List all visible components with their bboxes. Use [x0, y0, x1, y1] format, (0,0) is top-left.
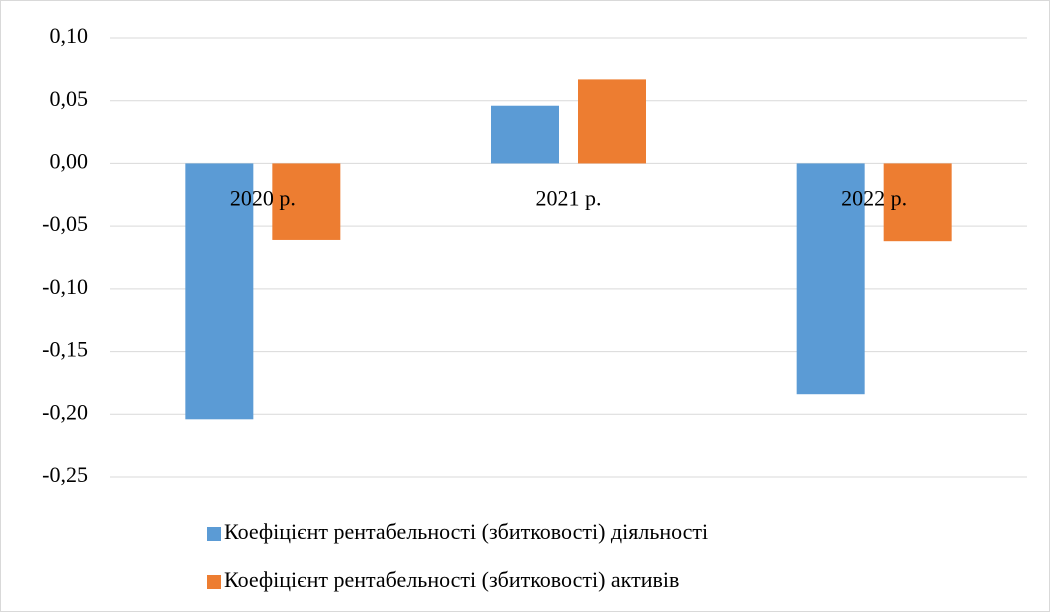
bar: [796, 163, 865, 395]
x-tick-label: 2020 р.: [230, 185, 296, 210]
legend-swatch: [207, 575, 221, 589]
bar: [272, 163, 341, 240]
bar: [578, 79, 646, 164]
y-tick-label: 0,00: [50, 148, 89, 173]
legend-label: Коефіцієнт рентабельності (збитковості) …: [224, 567, 679, 592]
y-tick-label: -0,10: [42, 274, 88, 299]
y-tick-label: -0,20: [42, 399, 88, 424]
y-tick-label: -0,15: [42, 337, 88, 362]
bar: [883, 163, 952, 242]
y-tick-label: -0,05: [42, 211, 88, 236]
y-tick-label: 0,05: [50, 86, 89, 111]
legend-label: Коефіцієнт рентабельності (збитковості) …: [224, 519, 708, 544]
y-tick-label: -0,25: [42, 462, 88, 487]
legend-swatch: [207, 527, 221, 541]
bar: [185, 163, 254, 420]
bar: [491, 105, 559, 164]
y-tick-label: 0,10: [50, 23, 89, 48]
x-tick-label: 2021 р.: [536, 185, 602, 210]
x-tick-label: 2022 р.: [841, 185, 907, 210]
